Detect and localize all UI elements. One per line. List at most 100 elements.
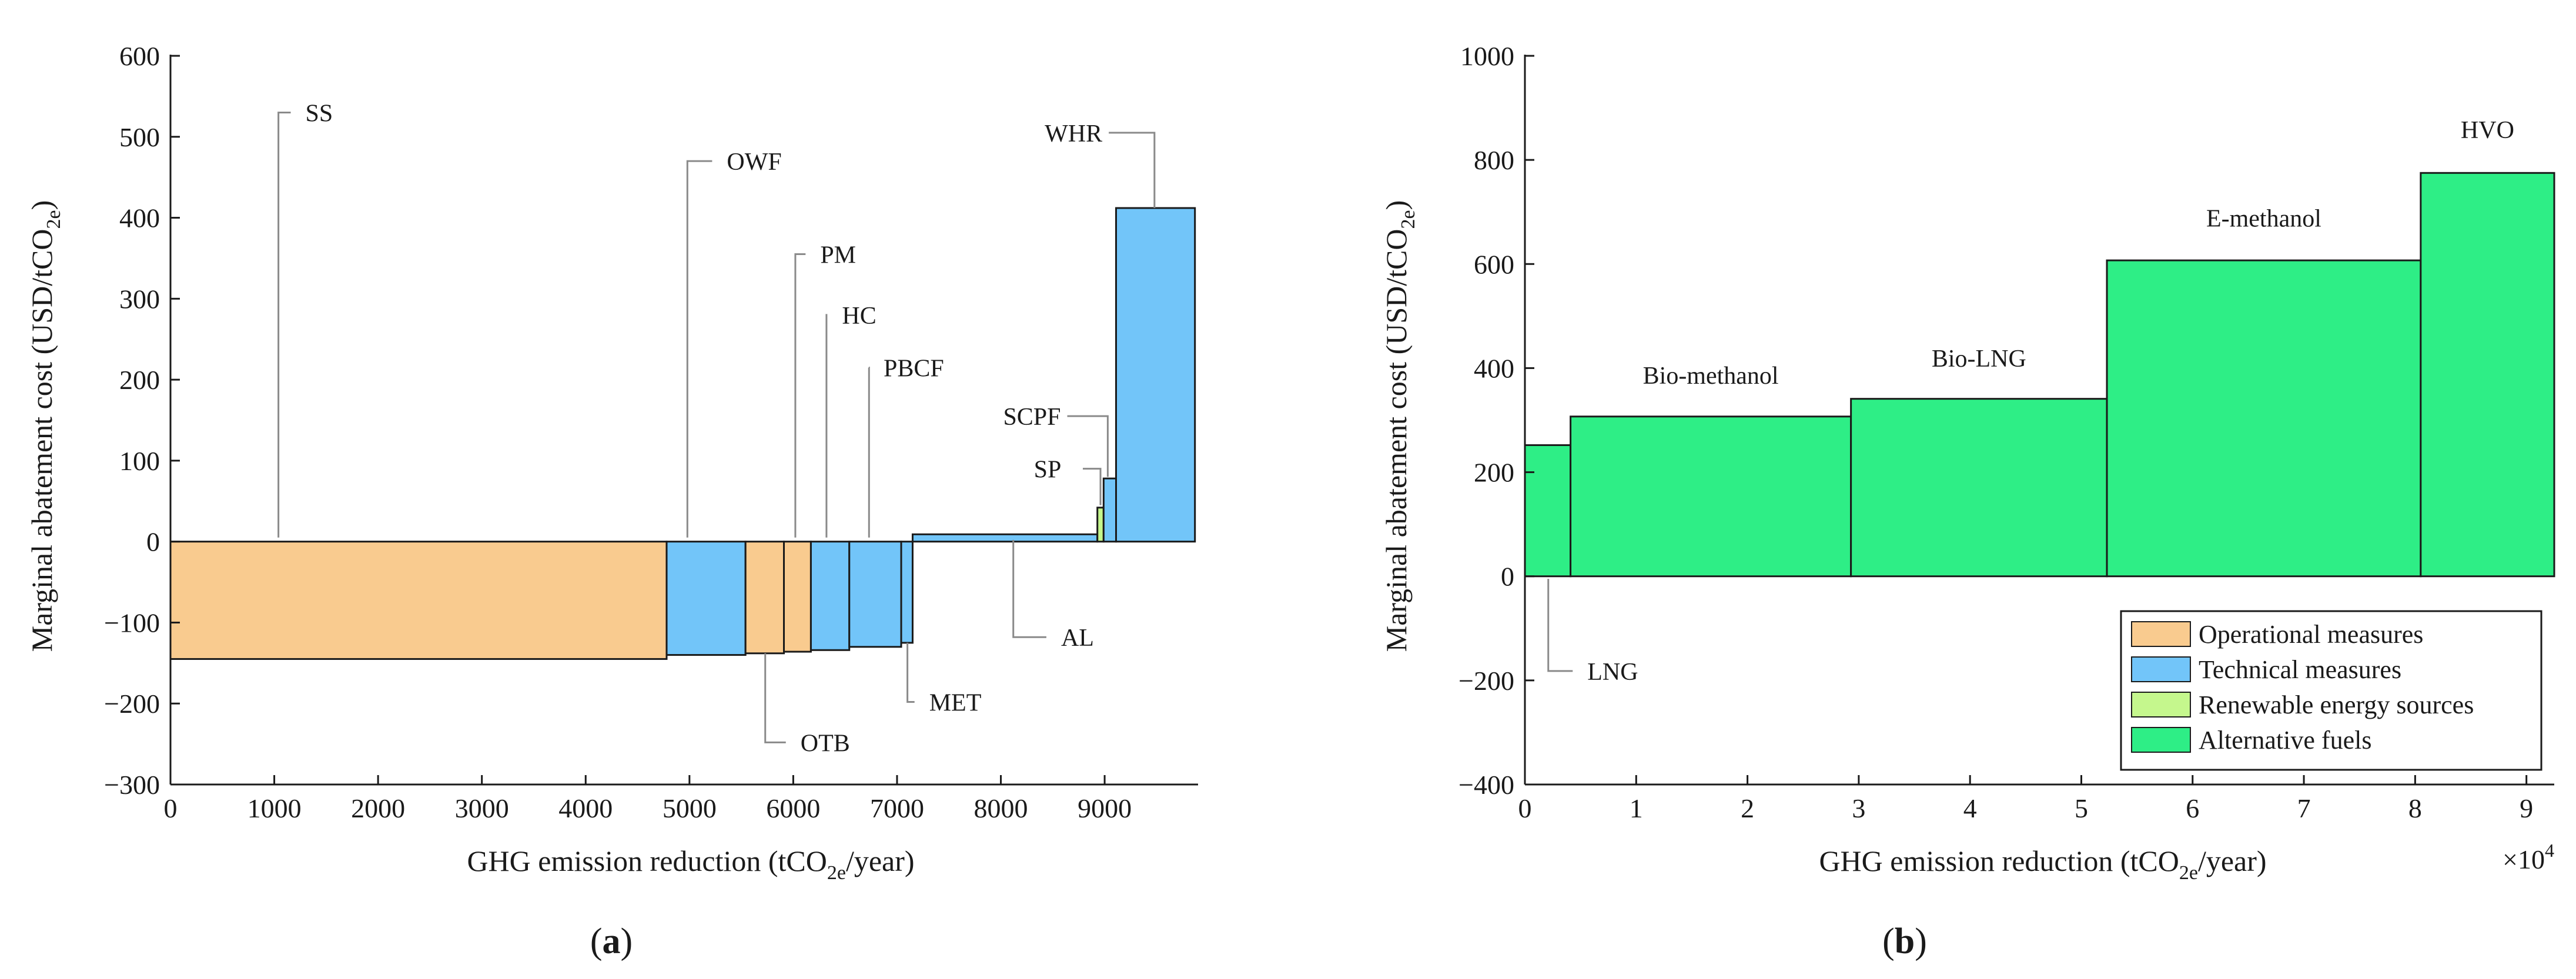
annotation-otb: OTB [801, 730, 850, 757]
x-tick-label: 6000 [766, 793, 820, 823]
leader-line-sp [1082, 468, 1102, 505]
panel-b-x-axis-label: GHG emission reduction (tCO2e/year) [1819, 844, 2266, 884]
leader-line-ss [277, 111, 291, 538]
bar-pbcf [848, 541, 902, 648]
bar-label-bio-methanol: Bio-methanol [1643, 363, 1779, 390]
annotation-pm: PM [820, 242, 856, 269]
panel-a-label: (a) [590, 921, 633, 961]
panel-b-x-multiplier: ×104 [2503, 840, 2554, 874]
panel-a-x-axis-label: GHG emission reduction (tCO2e/year) [467, 844, 914, 884]
panel-a-y-axis-label: Marginal abatement cost (USD/tCO2e) [25, 200, 65, 652]
y-tick-label: −200 [1458, 666, 1514, 696]
legend-item: Renewable energy sources [2131, 690, 2474, 719]
y-tick-label: 1000 [1460, 41, 1514, 71]
bar-bio-lng [1850, 398, 2108, 578]
panel-a: SS OWF PM HC PBCF SCPF SP WHR AL MET OTB −300 −200 −… [25, 41, 1198, 961]
x-tick-label: 1000 [247, 793, 302, 823]
y-tick-label: −300 [104, 770, 160, 800]
x-tick-label: 4000 [558, 793, 613, 823]
x-tick-label: 3000 [455, 793, 509, 823]
x-tick-label: 0 [1518, 793, 1532, 823]
x-tick-label: 2000 [351, 793, 405, 823]
leader-line-scpf [1067, 415, 1109, 477]
bar-al [911, 533, 1099, 543]
legend-label: Operational measures [2199, 620, 2423, 649]
x-tick-label: 0 [164, 793, 178, 823]
y-tick-label: 0 [146, 527, 160, 557]
bar-hc [809, 541, 851, 651]
bar-met [900, 541, 914, 644]
y-tick-label: 200 [1474, 458, 1514, 488]
legend-swatch [2131, 692, 2191, 718]
x-tick-label: 9 [2520, 793, 2533, 823]
bar-sp [1096, 507, 1105, 543]
x-tick-label: 7 [2297, 793, 2311, 823]
legend-swatch [2131, 656, 2191, 682]
annotation-hc: HC [842, 303, 876, 330]
bar-bio-methanol [1570, 415, 1852, 578]
y-tick-label: 200 [119, 365, 160, 395]
bar-label-hvo: HVO [2461, 117, 2514, 144]
annotation-ss: SS [306, 100, 333, 127]
legend-label: Technical measures [2199, 655, 2401, 684]
annotation-al: AL [1061, 625, 1094, 652]
y-tick-label: 100 [119, 446, 160, 476]
x-tick-label: 5 [2075, 793, 2088, 823]
y-tick-label: −400 [1458, 770, 1514, 800]
legend: Operational measures Technical measures … [2120, 610, 2542, 771]
legend-label: Alternative fuels [2199, 726, 2371, 755]
y-tick-label: 300 [119, 284, 160, 314]
annotation-lng: LNG [1587, 659, 1638, 686]
leader-line-otb [764, 653, 786, 743]
y-tick-label: 600 [119, 41, 160, 71]
leader-line-whr [1109, 132, 1156, 209]
bar-whr [1115, 207, 1196, 543]
leader-line-pm [794, 253, 806, 538]
bar-label-bio-lng: Bio-LNG [1932, 346, 2026, 373]
bar-hvo [2420, 172, 2555, 578]
bar-otb [744, 541, 785, 655]
bar-label-e-methanol: E-methanol [2206, 206, 2321, 233]
x-tick-label: 9000 [1078, 793, 1132, 823]
leader-line-hc [825, 314, 828, 538]
y-tick-label: −100 [104, 608, 160, 638]
annotation-whr: WHR [1045, 120, 1102, 147]
panel-b-label: (b) [1882, 921, 1927, 961]
y-tick-label: −200 [104, 689, 160, 719]
legend-item: Alternative fuels [2131, 726, 2371, 755]
panel-b: Bio-methanol Bio-LNG E-methanol HVO LNG −40… [1380, 41, 2555, 961]
x-tick-label: 4 [1963, 793, 1977, 823]
panel-a-bars [169, 207, 1196, 660]
x-tick-label: 7000 [870, 793, 924, 823]
bar-pm [783, 541, 812, 653]
panel-b-bars: Bio-methanol Bio-LNG E-methanol HVO [1524, 117, 2555, 578]
leader-line-lng [1547, 579, 1573, 672]
panel-b-y-axis-label: Marginal abatement cost (USD/tCO2e) [1380, 200, 1419, 652]
panel-b-annotations: LNG [1547, 579, 1638, 686]
y-tick-label: 400 [1474, 353, 1514, 383]
y-tick-label: 0 [1501, 562, 1514, 592]
legend-item: Technical measures [2131, 655, 2401, 684]
legend-item: Operational measures [2131, 620, 2423, 649]
x-tick-label: 8 [2408, 793, 2422, 823]
y-tick-label: 500 [119, 122, 160, 152]
leader-line-met [906, 642, 915, 703]
annotation-pbcf: PBCF [884, 355, 944, 382]
x-tick-label: 5000 [663, 793, 717, 823]
annotation-owf: OWF [727, 149, 781, 176]
legend-box [2120, 610, 2542, 771]
leader-line-owf [686, 160, 712, 538]
annotation-met: MET [929, 689, 982, 716]
x-tick-label: 6 [2186, 793, 2199, 823]
bar-scpf [1102, 477, 1118, 543]
panel-a-annotations: SS OWF PM HC PBCF SCPF SP WHR AL MET OTB [277, 100, 1156, 757]
y-tick-label: 400 [119, 203, 160, 233]
y-tick-label: 600 [1474, 249, 1514, 279]
x-tick-label: 1 [1630, 793, 1643, 823]
y-tick-label: 800 [1474, 145, 1514, 175]
x-tick-label: 2 [1741, 793, 1754, 823]
legend-swatch [2131, 727, 2191, 753]
bar-lng [1524, 444, 1572, 578]
annotation-sp: SP [1034, 457, 1062, 484]
